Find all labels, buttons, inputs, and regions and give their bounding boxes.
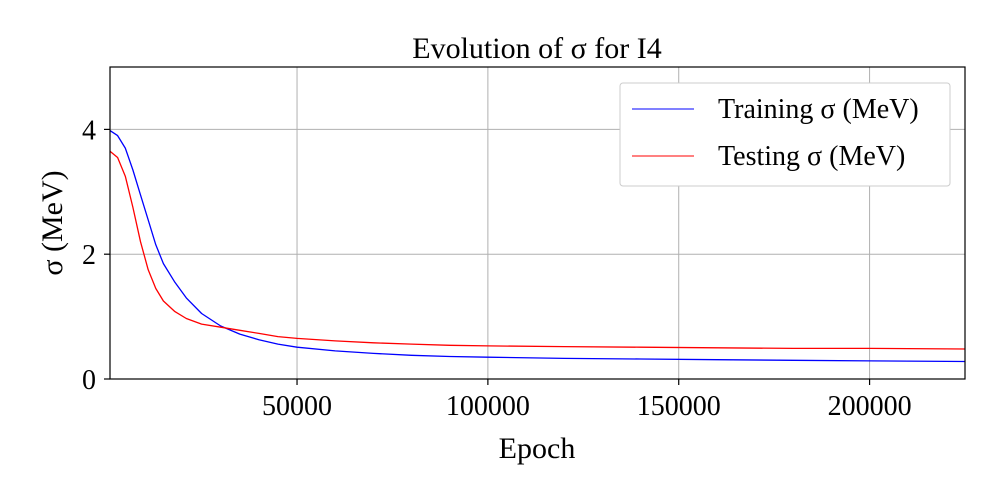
training-series-line xyxy=(109,130,966,363)
testing-series-line xyxy=(109,150,966,350)
y-tick-label: 0 xyxy=(82,365,96,396)
y-axis-label: σ (MeV) xyxy=(36,170,69,275)
legend-label-training: Training σ (MeV) xyxy=(718,94,919,125)
x-tick-label: 50000 xyxy=(262,391,332,422)
axis-ticks: 50000 100000 150000 200000 0 2 4 xyxy=(82,115,912,422)
series-layer xyxy=(109,130,966,363)
chart-title: Evolution of σ for I4 xyxy=(412,32,661,65)
legend-label-testing: Testing σ (MeV) xyxy=(718,141,905,172)
y-tick-label: 2 xyxy=(82,240,96,271)
legend: Training σ (MeV) Testing σ (MeV) xyxy=(619,82,951,187)
x-tick-label: 100000 xyxy=(446,391,530,422)
x-axis-label: Epoch xyxy=(499,432,576,465)
x-tick-label: 200000 xyxy=(828,391,912,422)
y-tick-label: 4 xyxy=(82,115,96,146)
plot-frame xyxy=(109,66,966,380)
x-tick-label: 150000 xyxy=(637,391,721,422)
legend-box xyxy=(619,82,951,187)
